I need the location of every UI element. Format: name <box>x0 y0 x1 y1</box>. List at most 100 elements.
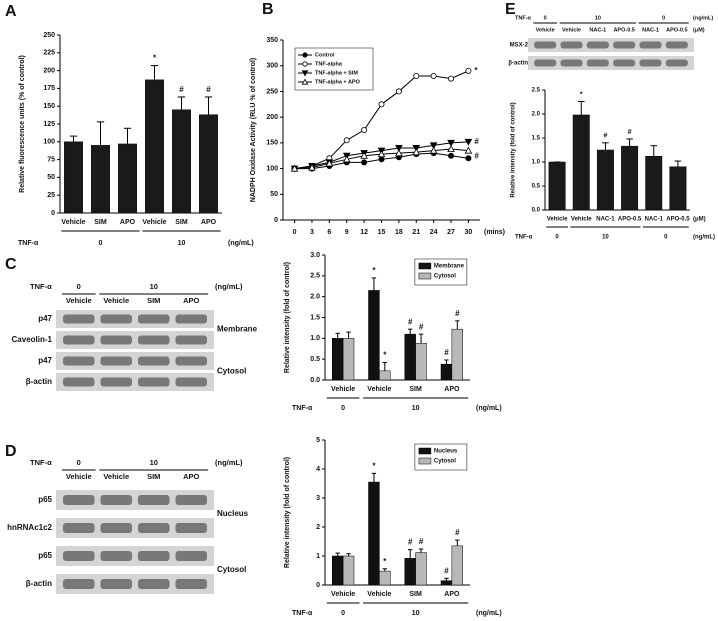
y-tick-label: 2.5 <box>532 88 541 94</box>
bar <box>368 481 380 586</box>
y-axis-label: NADPH Oxidase Activity (RLU % of control… <box>250 58 257 202</box>
blot-band <box>586 41 609 49</box>
marker <box>395 88 402 95</box>
marker <box>465 155 472 162</box>
blot-strip <box>56 574 214 594</box>
x-tick-label: SIM <box>409 591 422 598</box>
x-tick-label: Vehicle <box>331 591 355 598</box>
blot-band <box>175 377 207 387</box>
treatment-unit: (ng/mL) <box>215 458 243 467</box>
blot-row-label: hnRNAc1c2 <box>7 523 52 532</box>
marker <box>301 78 309 85</box>
bar <box>379 370 391 381</box>
blot-band <box>100 523 132 533</box>
marker <box>464 146 473 154</box>
x-tick-label: 15 <box>378 229 386 236</box>
group-label: 0 <box>341 610 345 617</box>
legend-box <box>294 47 374 91</box>
group-label: 10 <box>150 458 158 467</box>
lane-label: APO-0.5 <box>613 27 634 33</box>
legend-label: Membrane <box>434 264 465 270</box>
treatment-unit: (ng/mL) <box>215 282 243 291</box>
legend-label: TNF-alpha + APO <box>315 79 361 85</box>
blot-row-label: Caveolin-1 <box>12 335 53 344</box>
y-tick-label: 0.0 <box>310 377 320 384</box>
marker <box>361 127 368 134</box>
marker <box>448 152 455 159</box>
y-tick-label: 2.0 <box>532 112 541 118</box>
y-tick-label: 2 <box>316 524 320 531</box>
lane-label: Vehicle <box>66 296 92 305</box>
blot-band <box>63 579 95 589</box>
annotation: # <box>444 348 449 357</box>
bar <box>440 363 453 381</box>
blot-band <box>100 377 132 387</box>
x-tick-label: APO <box>120 219 136 226</box>
treatment-label: TNF-α <box>30 282 52 291</box>
annotation: # <box>408 538 413 547</box>
y-tick-label: 75 <box>47 156 55 163</box>
blot-band <box>100 335 132 345</box>
x-axis-label: (mins) <box>484 229 505 236</box>
marker <box>378 156 385 163</box>
group-label: 0 <box>664 235 668 241</box>
panel-letter: D <box>5 443 17 460</box>
blot-band <box>100 356 132 366</box>
lane-label: Vehicle <box>103 472 129 481</box>
y-tick-label: 0.5 <box>310 356 320 363</box>
y-tick-label: 3 <box>316 495 320 502</box>
x-tick-label: 0 <box>293 229 297 236</box>
legend-swatch <box>418 262 432 270</box>
blot-row-label: p65 <box>38 551 52 560</box>
legend-label: Control <box>315 52 335 58</box>
panel-letter: B <box>262 1 274 18</box>
blot-band <box>175 356 207 366</box>
blot-band <box>138 335 170 345</box>
blot-row-label: β-actin <box>26 579 52 588</box>
treatment-unit: (ng/mL) <box>476 610 502 617</box>
fraction-label: Cytosol <box>217 565 246 574</box>
blot-row-label: β-actin <box>508 61 528 67</box>
marker <box>413 73 420 80</box>
marker <box>377 150 386 158</box>
x-tick-label: Vehicle <box>61 219 85 226</box>
marker <box>301 70 309 77</box>
treatment-label: TNF-α <box>30 458 52 467</box>
x-tick-label: 21 <box>412 229 420 236</box>
bar <box>332 555 344 586</box>
lane-label: SIM <box>147 472 160 481</box>
group-label: 0 <box>77 458 81 467</box>
marker <box>429 142 438 150</box>
blot-band <box>100 579 132 589</box>
blot-band <box>138 551 170 561</box>
lane-label: APO <box>183 472 199 481</box>
legend-label: Cytosol <box>434 274 456 280</box>
x-tick-label: 18 <box>395 229 403 236</box>
bar <box>368 290 380 381</box>
blot-band <box>665 41 688 49</box>
annotation: * <box>474 66 478 75</box>
y-tick-label: 2.0 <box>310 294 320 301</box>
bar <box>332 338 344 381</box>
group-label: 10 <box>602 235 609 241</box>
blot-strip <box>56 331 214 349</box>
x-tick-label: Vehicle <box>331 386 355 393</box>
annotation: * <box>383 557 387 566</box>
blot-band <box>175 495 207 505</box>
panel-letter: E <box>505 1 516 18</box>
lane-label: APO <box>183 296 199 305</box>
blot-band <box>63 314 95 324</box>
group-label: 10 <box>412 405 420 412</box>
lane-label: SIM <box>147 296 160 305</box>
blot-strip <box>56 373 214 391</box>
bar <box>415 343 427 381</box>
marker <box>325 159 334 167</box>
annotation: # <box>474 152 479 161</box>
y-tick-label: 25 <box>47 192 55 199</box>
bar <box>379 570 391 586</box>
fraction-label: Membrane <box>217 325 258 334</box>
x-tick-label: APO-0.5 <box>666 217 690 223</box>
y-axis-label: Relative intensity (fold of control) <box>284 262 291 373</box>
blot-band <box>63 523 95 533</box>
